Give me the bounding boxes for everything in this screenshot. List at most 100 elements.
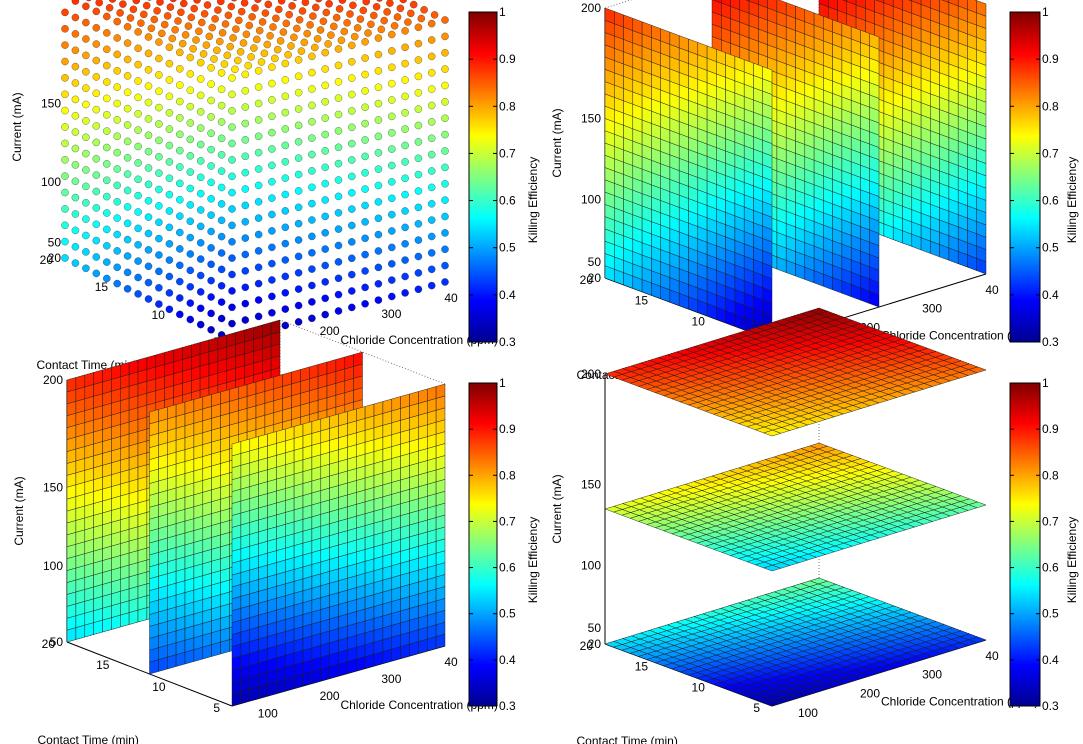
colorbar-tick-label: 0.5 [499,241,516,255]
scatter-point [228,221,236,230]
scatter-point [103,160,111,168]
scatter-point [254,116,263,124]
scatter-point [294,252,303,261]
scatter-point [196,189,205,198]
scatter-point [71,243,80,251]
scatter-point [228,123,236,131]
chart-panel-scatter-cube: 1002003004051015202050100150200Chloride … [10,0,540,372]
scatter-point [113,116,121,124]
y-tick-label: 10 [692,315,706,329]
scatter-point [334,159,343,168]
scatter-point [236,48,245,56]
scatter-point [207,276,215,285]
surface-cell [842,0,848,2]
scatter-point [441,98,449,106]
scatter-point [401,174,409,183]
scatter-point [374,67,383,75]
scatter-point [165,141,174,150]
scatter-point [441,32,449,41]
scatter-point [103,29,111,37]
surface-cell [418,388,428,404]
scatter-point [294,72,303,81]
scatter-point [163,12,172,20]
z-tick-label: 150 [43,480,63,494]
scatter-point [92,138,101,147]
scatter-point [324,40,332,48]
scatter-point [281,239,290,248]
surface-cell [300,366,310,382]
scatter-point [176,310,184,319]
scatter-point [217,216,226,225]
colorbar-tick-label: 0.4 [1042,288,1059,302]
surface-cell [409,391,419,407]
scatter-point [123,203,132,211]
scatter-point [217,167,226,175]
scatter-point [71,30,80,38]
surface-cell [435,383,446,399]
scatter-point [71,177,80,186]
scatter-point [348,238,356,246]
scatter-point [196,222,205,231]
scatter-point [308,68,316,77]
scatter-point [155,103,163,112]
scatter-point [186,217,195,226]
scatter-point [71,13,80,22]
scatter-point [441,65,449,73]
scatter-point [186,283,195,291]
surface-cell [111,364,121,380]
y-tick-label: 15 [96,658,110,672]
surface-cell [930,0,940,12]
scatter-point [321,310,329,319]
scatter-point [309,12,317,20]
surface-cell [291,369,301,385]
scatter-point [186,184,195,193]
scatter-point [142,1,151,10]
scatter-point [294,138,303,146]
scatter-point [308,281,316,290]
scatter-point [361,218,369,226]
scatter-point [353,24,362,32]
surface-cell [326,359,337,375]
scatter-point [361,136,369,144]
scatter-point [186,299,195,307]
scatter-point [186,135,195,144]
surface-cell [875,0,885,4]
scatter-point [217,314,226,323]
surface-cell [273,374,283,390]
scatter-point [367,20,375,29]
scatter-point [92,171,101,179]
scatter-point [334,274,343,283]
scatter-point [308,101,316,110]
x-tick-label: 200 [320,689,340,703]
scatter-point [86,0,92,2]
surface-cell [883,0,894,7]
scatter-point [92,73,101,81]
scatter-point [207,244,215,252]
surface-cell [329,413,339,429]
scatter-point [335,5,344,13]
scatter-point [217,298,226,306]
scatter-point [103,45,111,54]
scatter-point [359,6,368,15]
scatter-point [165,43,174,52]
colorbar-label: Killing Efficiency [526,517,540,603]
scatter-point [103,242,111,250]
scatter-point [306,21,314,29]
scatter-point [257,58,266,66]
scatter-point [441,212,449,221]
scatter-point [61,172,69,180]
scatter-point [388,96,396,104]
scatter-point [388,63,396,72]
scatter-point [250,44,258,52]
scatter-point [414,121,423,130]
scatter-point [322,8,331,17]
scatter-point [401,223,409,232]
y-tick-label: 10 [152,308,166,322]
scatter-point [374,149,383,157]
scatter-point [281,141,290,150]
scatter-point [207,309,215,318]
scatter-point [348,189,356,197]
scatter-point [349,1,357,10]
scatter-point [271,54,279,63]
surface-cell [285,426,295,442]
